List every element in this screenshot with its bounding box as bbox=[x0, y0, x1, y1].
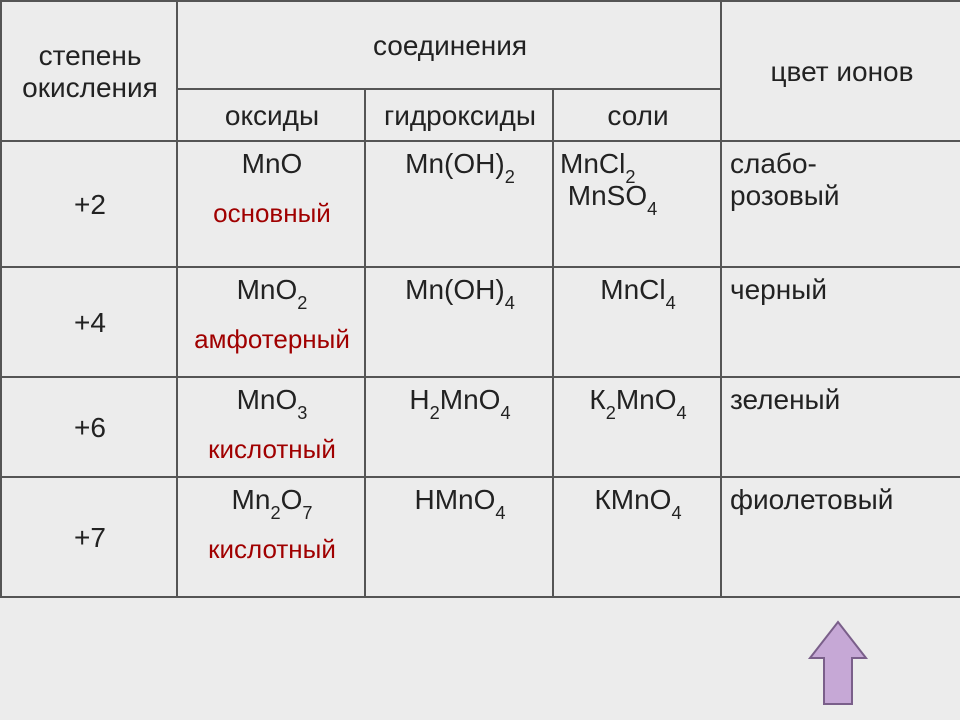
cell-ion-color: слабо-розовый bbox=[721, 141, 960, 267]
cell-ion-color: зеленый bbox=[721, 377, 960, 477]
cell-salts: К2MnO4 bbox=[553, 377, 721, 477]
oxide-formula: Mn2O7 bbox=[232, 484, 313, 515]
oxide-formula: MnO3 bbox=[237, 384, 308, 415]
cell-oxidation-state: +7 bbox=[1, 477, 177, 597]
cell-oxidation-state: +6 bbox=[1, 377, 177, 477]
col-header-ion-color: цвет ионов bbox=[721, 1, 960, 141]
col-header-compounds: соединения bbox=[177, 1, 721, 89]
cell-salts: КMnO4 bbox=[553, 477, 721, 597]
cell-oxide: Mn2O7 кислотный bbox=[177, 477, 365, 597]
table-row: +7 Mn2O7 кислотныйHMnO4КMnO4фиолетовый bbox=[1, 477, 960, 597]
cell-hydroxide: HMnO4 bbox=[365, 477, 553, 597]
col-header-hydroxides: гидроксиды bbox=[365, 89, 553, 141]
cell-hydroxide: H2MnO4 bbox=[365, 377, 553, 477]
cell-oxidation-state: +2 bbox=[1, 141, 177, 267]
cell-hydroxide: Mn(OH)2 bbox=[365, 141, 553, 267]
cell-ion-color: черный bbox=[721, 267, 960, 377]
col-header-oxidation: степень окисления bbox=[1, 1, 177, 141]
oxide-formula: MnO2 bbox=[237, 274, 308, 305]
col-header-oxides: оксиды bbox=[177, 89, 365, 141]
oxide-formula: MnO bbox=[242, 148, 303, 179]
col-header-salts: соли bbox=[553, 89, 721, 141]
up-arrow-icon[interactable] bbox=[806, 618, 870, 708]
cell-hydroxide: Mn(OH)4 bbox=[365, 267, 553, 377]
cell-oxide: MnO3 кислотный bbox=[177, 377, 365, 477]
cell-ion-color: фиолетовый bbox=[721, 477, 960, 597]
cell-oxide: MnO2 амфотерный bbox=[177, 267, 365, 377]
oxide-type-note: основный bbox=[184, 198, 360, 229]
table-row: +6 MnO3 кислотныйH2MnO4К2MnO4зеленый bbox=[1, 377, 960, 477]
oxide-type-note: амфотерный bbox=[184, 324, 360, 355]
oxide-type-note: кислотный bbox=[184, 534, 360, 565]
cell-oxidation-state: +4 bbox=[1, 267, 177, 377]
cell-salts: MnCl2 MnSO4 bbox=[553, 141, 721, 267]
cell-oxide: MnO основный bbox=[177, 141, 365, 267]
oxide-type-note: кислотный bbox=[184, 434, 360, 465]
table-row: +4 MnO2 амфотерныйMn(OH)4MnCl4черный bbox=[1, 267, 960, 377]
cell-salts: MnCl4 bbox=[553, 267, 721, 377]
table-row: +2 MnO основныйMn(OH)2MnCl2 MnSO4слабо-роз… bbox=[1, 141, 960, 267]
